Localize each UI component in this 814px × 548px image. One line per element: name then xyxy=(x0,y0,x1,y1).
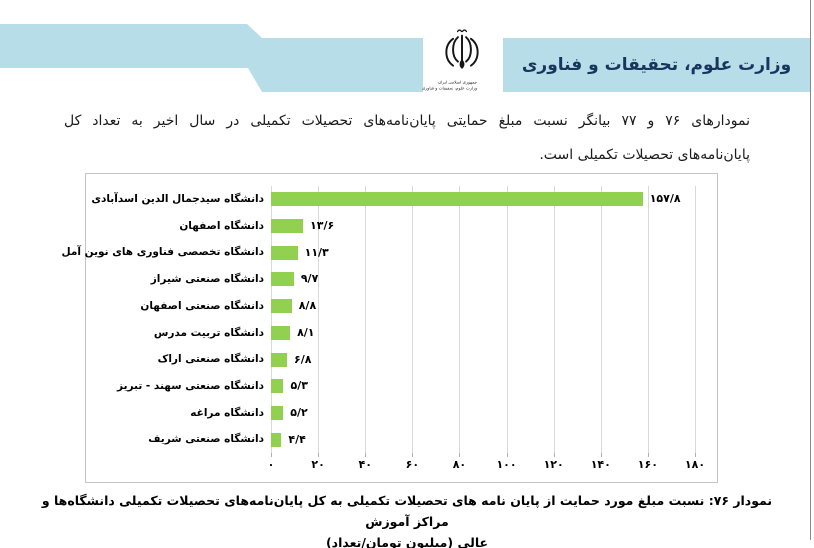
value-label: ۱۱/۳ xyxy=(304,245,329,259)
bar xyxy=(271,405,284,420)
value-label: ۸/۸ xyxy=(298,299,317,313)
x-axis-tick-label: ۸۰ xyxy=(452,458,467,471)
value-label: ۵/۳ xyxy=(290,379,308,393)
gridline xyxy=(318,186,320,453)
value-label: ۶/۸ xyxy=(294,352,312,366)
header-ribbon xyxy=(0,24,810,92)
category-label: دانشگاه صنعتی سهند - تبریز xyxy=(117,379,264,392)
x-axis-tick-label: ۰ xyxy=(267,458,275,471)
header-ribbon-right xyxy=(503,38,810,92)
x-axis-tick-label: ۱۲۰ xyxy=(543,458,564,471)
caption-line-2: عالی (میلیون تومان/تعداد) xyxy=(325,535,489,548)
axis-tick xyxy=(600,453,602,457)
iran-coat-of-arms-icon xyxy=(445,29,479,69)
bar xyxy=(271,272,294,287)
bar xyxy=(271,219,304,234)
value-label: ۱۵۷/۸ xyxy=(649,192,681,206)
page-edge-line xyxy=(810,0,811,540)
intro-line-1: نمودارهای ۷۶ و ۷۷ بیانگر نسبت مبلغ حمایت… xyxy=(64,113,750,129)
bar xyxy=(271,432,282,447)
header-ribbon-left xyxy=(0,24,423,92)
axis-tick xyxy=(412,453,414,457)
value-label: ۸/۱ xyxy=(297,325,315,339)
category-label: دانشگاه تخصصی فناوری های نوین آمل xyxy=(61,246,265,259)
emblem-text-line2: وزارت علوم، تحقیقات و فناوری xyxy=(421,86,478,91)
gridline xyxy=(412,186,414,453)
x-axis-tick-label: ۲۰ xyxy=(311,458,325,471)
gridline xyxy=(365,186,367,453)
category-label: دانشگاه صنعتی اراک xyxy=(157,353,264,366)
gridline xyxy=(553,186,555,453)
value-label: ۵/۲ xyxy=(290,405,308,419)
x-axis-tick-label: ۱۰۰ xyxy=(496,458,517,471)
bar xyxy=(271,245,298,260)
x-axis-tick-label: ۴۰ xyxy=(358,458,372,471)
intro-paragraph: نمودارهای ۷۶ و ۷۷ بیانگر نسبت مبلغ حمایت… xyxy=(64,104,750,172)
value-label: ۴/۴ xyxy=(288,432,306,446)
value-label: ۹/۷ xyxy=(300,272,319,286)
gridline xyxy=(459,186,461,453)
bar xyxy=(271,192,643,207)
axis-tick xyxy=(695,453,696,457)
category-label: دانشگاه تربیت مدرس xyxy=(153,326,264,339)
axis-tick xyxy=(459,453,461,457)
x-axis-tick-label: ۱۸۰ xyxy=(684,458,706,471)
x-axis-tick-label: ۱۴۰ xyxy=(590,458,611,471)
category-label: دانشگاه صنعتی شریف xyxy=(148,433,264,446)
axis-tick xyxy=(647,453,649,457)
gridline xyxy=(695,186,696,453)
gridline xyxy=(271,186,272,453)
chart-plot-area: ۰ ۲۰ ۴۰ ۶۰ ۸۰ ۱۰۰ ۱۲۰ ۱۴۰ ۱۶۰ ۱۸۰ ۱۵۷/۸ ۱۳/۶ ۱۱/۳ ۹/۷… xyxy=(268,186,705,471)
category-label: دانشگاه مراغه xyxy=(190,406,264,419)
emblem-text-line1: جمهوری اسلامی ایران xyxy=(438,80,478,85)
bar xyxy=(271,325,291,340)
axis-tick xyxy=(318,453,320,457)
x-axis-tick-label: ۱۶۰ xyxy=(637,458,658,471)
axis-tick xyxy=(271,453,272,457)
caption-line-1: نمودار ۷۶: نسبت مبلغ مورد حمایت از پایان… xyxy=(41,493,773,529)
ministry-title: وزارت علوم، تحقیقات و فناوری xyxy=(521,55,792,75)
bar-chart: ۰ ۲۰ ۴۰ ۶۰ ۸۰ ۱۰۰ ۱۲۰ ۱۴۰ ۱۶۰ ۱۸۰ ۱۵۷/۸ ۱۳/۶ ۱۱/۳ ۹/۷… xyxy=(61,173,718,483)
category-label: دانشگاه صنعتی شیراز xyxy=(150,273,264,286)
bar xyxy=(271,379,284,394)
bar xyxy=(271,299,292,314)
gridline xyxy=(600,186,602,453)
category-label: دانشگاه اصفهان xyxy=(179,219,264,232)
axis-tick xyxy=(365,453,367,457)
axis-tick xyxy=(553,453,555,457)
iran-emblem: جمهوری اسلامی ایران وزارت علوم، تحقیقات … xyxy=(421,26,498,97)
bar xyxy=(271,352,288,367)
category-label: دانشگاه سیدجمال الدین اسدآبادی xyxy=(91,193,264,205)
gridline xyxy=(506,186,508,453)
value-label: ۱۳/۶ xyxy=(310,219,335,233)
gridline xyxy=(647,186,649,453)
intro-line-2: پایان‌نامه‌های تحصیلات تکمیلی است. xyxy=(539,147,750,163)
x-axis-tick-label: ۶۰ xyxy=(405,458,420,471)
axis-tick xyxy=(506,453,508,457)
category-label: دانشگاه صنعتی اصفهان xyxy=(140,299,264,312)
chart-caption: نمودار ۷۶: نسبت مبلغ مورد حمایت از پایان… xyxy=(40,490,774,548)
